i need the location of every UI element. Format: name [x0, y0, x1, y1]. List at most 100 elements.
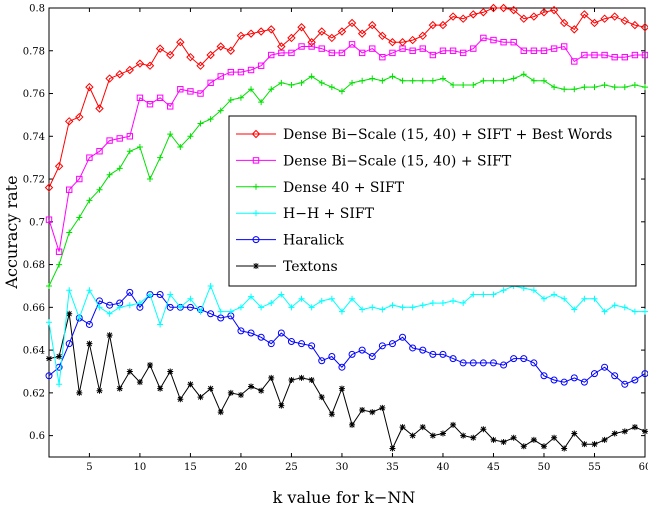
data-point: [318, 357, 326, 365]
y-tick-label: 0.64: [23, 346, 45, 357]
data-point: [409, 47, 416, 54]
data-point: [500, 439, 507, 446]
data-point: [358, 49, 366, 57]
data-point: [126, 288, 134, 296]
data-point: [369, 409, 376, 416]
data-point: [96, 304, 103, 311]
data-point: [640, 23, 648, 32]
data-point: [237, 304, 244, 311]
data-point: [287, 338, 295, 346]
legend-marker: [253, 183, 259, 190]
data-point: [369, 75, 376, 82]
data-point: [226, 46, 236, 55]
data-point: [450, 297, 457, 304]
data-point: [177, 304, 184, 311]
series-dense-bi-scale-15-40-sift: [45, 34, 648, 255]
data-point: [529, 12, 539, 21]
data-point: [258, 387, 265, 394]
data-point: [156, 291, 164, 299]
data-point: [257, 62, 265, 69]
axis-ticks: 5 10 15 20 25 30 35 40 45 50 55 60 0.6 0.62 0.64 0.66 0.…: [23, 4, 648, 474]
data-point: [388, 340, 396, 348]
data-point: [146, 101, 154, 108]
data-point: [257, 333, 265, 341]
legend-label: Haralick: [283, 233, 344, 249]
x-tick-label: 10: [134, 462, 147, 473]
data-point: [459, 359, 467, 367]
data-point: [288, 304, 295, 311]
data-point: [167, 291, 174, 298]
data-point: [187, 88, 194, 95]
legend-label: Dense Bi−Scale (15, 40) + SIFT: [283, 153, 512, 169]
data-point: [540, 77, 547, 84]
data-point: [348, 350, 356, 358]
data-point: [428, 20, 438, 30]
data-point: [490, 36, 497, 44]
data-point: [550, 45, 558, 52]
data-point: [499, 3, 508, 13]
data-point: [66, 186, 73, 193]
data-point: [621, 428, 628, 435]
data-point: [187, 295, 194, 302]
data-point: [590, 370, 598, 378]
data-point: [155, 44, 165, 53]
data-point: [237, 327, 245, 335]
data-point: [338, 49, 346, 57]
data-point: [520, 71, 527, 78]
data-point: [318, 394, 325, 401]
data-point: [469, 359, 477, 367]
data-point: [530, 47, 538, 54]
data-point: [54, 162, 64, 171]
series-dense-40-sift: [46, 71, 648, 289]
data-point: [147, 291, 154, 298]
data-point: [388, 38, 397, 47]
data-point: [105, 74, 114, 83]
data-point: [256, 27, 266, 36]
data-point: [186, 303, 194, 311]
data-point: [338, 88, 345, 95]
x-tick-label: 40: [437, 462, 450, 473]
data-point: [349, 79, 356, 86]
data-point: [307, 38, 316, 47]
data-point: [288, 49, 295, 57]
data-point: [156, 94, 164, 101]
legend-item: Dense Bi−Scale (15, 40) + SIFT + Best Wo…: [236, 127, 612, 143]
data-point: [439, 75, 446, 82]
data-point: [126, 302, 133, 309]
data-point: [64, 117, 74, 126]
data-point: [147, 362, 154, 369]
data-point: [166, 303, 174, 311]
data-point: [246, 29, 256, 38]
data-point: [530, 287, 537, 294]
data-point: [539, 8, 549, 17]
data-point: [76, 389, 83, 396]
data-point: [621, 304, 628, 311]
data-point: [207, 282, 214, 289]
data-point: [520, 47, 527, 54]
data-point: [631, 308, 638, 315]
data-point: [630, 20, 640, 30]
data-point: [449, 355, 457, 363]
data-point: [389, 302, 396, 309]
x-tick-label: 20: [235, 462, 248, 473]
y-tick-label: 0.6: [29, 431, 45, 442]
data-point: [409, 304, 416, 311]
data-point: [399, 424, 406, 431]
data-point: [217, 314, 225, 322]
data-point: [96, 297, 104, 305]
data-point: [601, 308, 608, 315]
y-tick-label: 0.72: [23, 175, 45, 186]
data-point: [237, 391, 244, 398]
data-point: [116, 385, 123, 392]
data-point: [258, 304, 265, 311]
data-point: [571, 58, 578, 65]
data-point: [479, 359, 487, 367]
data-point: [641, 370, 648, 378]
data-point: [358, 346, 366, 354]
data-point: [86, 154, 93, 161]
data-point: [247, 329, 255, 337]
data-point: [197, 394, 204, 401]
data-point: [580, 10, 589, 19]
data-point: [378, 31, 387, 41]
data-point: [308, 342, 316, 350]
